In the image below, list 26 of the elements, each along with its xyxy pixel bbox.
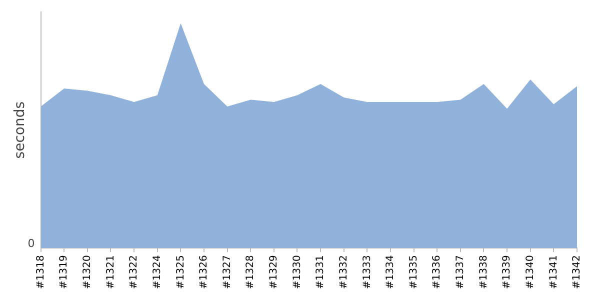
x-tick-label: #1342 <box>572 255 583 289</box>
x-tick-label: #1322 <box>128 255 140 289</box>
x-tick-label: #1333 <box>362 255 373 289</box>
x-tick-label: #1327 <box>222 255 233 289</box>
y-axis-title: seconds <box>12 101 28 159</box>
x-tick-label: #1339 <box>502 255 513 289</box>
x-tick-label: #1332 <box>338 255 350 289</box>
x-tick-label: #1334 <box>385 255 396 289</box>
x-tick-label: #1340 <box>524 255 536 289</box>
x-tick-label: #1337 <box>455 255 466 289</box>
text: 0 <box>28 237 35 250</box>
x-tick-label: #1324 <box>152 255 163 289</box>
x-tick-label: #1335 <box>408 255 420 289</box>
x-tick-label: #1329 <box>268 255 280 289</box>
x-tick-label: #1318 <box>35 255 46 289</box>
x-tick-label: #1331 <box>315 255 326 289</box>
x-tick-label: #1319 <box>58 255 70 289</box>
x-tick-label: #1341 <box>548 255 560 289</box>
x-tick-label: #1330 <box>292 255 303 289</box>
x-tick-label: #1328 <box>245 255 256 289</box>
x-tick-label: #1336 <box>432 255 443 289</box>
x-tick-label: #1338 <box>478 255 490 289</box>
x-tick-label: #1321 <box>105 255 116 289</box>
x-tick-label: #1325 <box>175 255 186 289</box>
x-tick-label: #1326 <box>198 255 210 289</box>
x-tick-label: #1320 <box>82 255 94 289</box>
